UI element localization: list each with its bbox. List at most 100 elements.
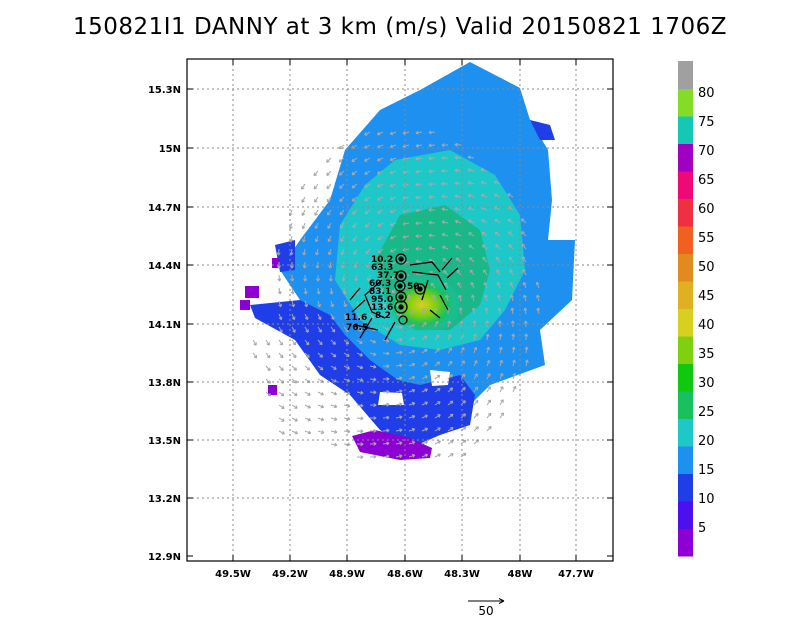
obs-label: 11.6	[345, 313, 367, 323]
wind-vector	[481, 219, 488, 224]
wind-vector	[524, 333, 529, 341]
wind-vector	[252, 339, 257, 346]
colorbar-swatch	[678, 528, 693, 557]
lat-label: 13.2N	[148, 494, 181, 505]
wind-vector	[382, 402, 390, 407]
wind-vector	[460, 413, 467, 419]
wind-vector	[265, 365, 271, 372]
wind-vector	[454, 194, 462, 199]
wind-vector	[382, 428, 390, 433]
wind-vector	[376, 131, 384, 136]
wind-vector	[480, 193, 488, 198]
wind-vector	[356, 442, 364, 447]
lat-label: 15N	[159, 144, 181, 155]
wind-vector	[415, 182, 423, 187]
wind-vector	[458, 294, 462, 302]
wind-vector	[366, 274, 371, 282]
wind-vector	[313, 183, 319, 190]
wind-vector	[470, 281, 475, 289]
wind-vector	[508, 256, 514, 263]
wind-vector	[356, 416, 364, 421]
wind-vector	[317, 339, 323, 346]
colorbar-swatch	[678, 226, 693, 254]
wind-vector	[408, 362, 416, 367]
wind-region-5	[352, 430, 432, 460]
wind-vector	[441, 143, 449, 148]
wind-vector	[456, 269, 462, 276]
wind-vector	[467, 181, 475, 185]
wind-vector	[441, 181, 449, 186]
obs-label: 13.6	[371, 303, 393, 313]
wind-vector	[389, 196, 397, 201]
obs-label: 83.1	[369, 287, 391, 297]
wind-vector	[493, 193, 501, 198]
wind-vector	[395, 402, 403, 407]
wind-vector	[447, 453, 454, 458]
wind-vector	[291, 417, 298, 422]
wind-vector	[521, 231, 527, 237]
wind-vector	[445, 294, 449, 302]
colorbar-swatch	[678, 171, 693, 199]
wind-vector	[421, 375, 428, 380]
wind-vector	[406, 294, 411, 302]
wind-vector	[278, 326, 283, 333]
wind-vector	[382, 300, 387, 308]
wind-vector	[338, 144, 345, 150]
wind-vector	[415, 130, 423, 135]
wind-vector	[352, 209, 358, 215]
wind-vectors	[252, 130, 541, 460]
wind-vector	[278, 430, 285, 435]
wind-vector	[351, 196, 358, 202]
wind-vector	[302, 248, 307, 256]
wind-vector	[316, 287, 321, 295]
wind-vector	[341, 274, 346, 282]
wind-vector	[434, 334, 440, 341]
wind-vector	[469, 257, 475, 263]
wind-vector	[265, 352, 271, 359]
wind-vector	[314, 209, 319, 216]
reference-vector-label: 50	[478, 604, 493, 618]
wind-vector	[428, 246, 436, 250]
wind-vector	[252, 352, 258, 359]
wind-vector	[339, 196, 345, 202]
wind-vector	[389, 209, 397, 214]
wind-vector	[356, 339, 363, 344]
wind-vector	[289, 261, 294, 269]
wind-vector	[454, 142, 462, 147]
wind-vector	[447, 427, 454, 432]
wind-vector	[369, 390, 377, 395]
wind-vector	[455, 245, 462, 250]
wind-vector	[276, 248, 281, 256]
wind-vector	[484, 294, 488, 302]
wind-vector	[454, 232, 462, 237]
wind-vector	[329, 287, 334, 295]
colorbar-swatch	[678, 501, 693, 529]
wind-vector	[291, 313, 296, 321]
wind-vector	[441, 207, 449, 212]
wind-vector	[441, 168, 449, 173]
wind-vector	[447, 360, 453, 367]
wind-vector	[339, 209, 345, 216]
wind-vector	[447, 374, 453, 380]
wind-vector	[447, 413, 454, 419]
wind-vector	[415, 195, 423, 200]
wind-vector	[364, 170, 371, 175]
wind-vector	[291, 326, 296, 333]
wind-vector	[314, 235, 319, 243]
wind-vector	[473, 333, 477, 341]
wind-vector	[512, 359, 516, 367]
wind-vector	[364, 157, 371, 162]
wind-vector	[447, 400, 454, 406]
wind-vector	[353, 261, 358, 269]
wind-vector	[327, 222, 332, 229]
wind-vector	[473, 346, 478, 354]
wind-vector	[317, 313, 322, 321]
obs-label: 76.5	[346, 323, 368, 333]
wind-vector	[421, 427, 429, 432]
wind-vector	[434, 401, 441, 406]
wind-vector	[512, 372, 517, 380]
wind-vector	[342, 287, 347, 295]
wind-vector	[278, 300, 282, 308]
wind-vector	[379, 274, 384, 281]
